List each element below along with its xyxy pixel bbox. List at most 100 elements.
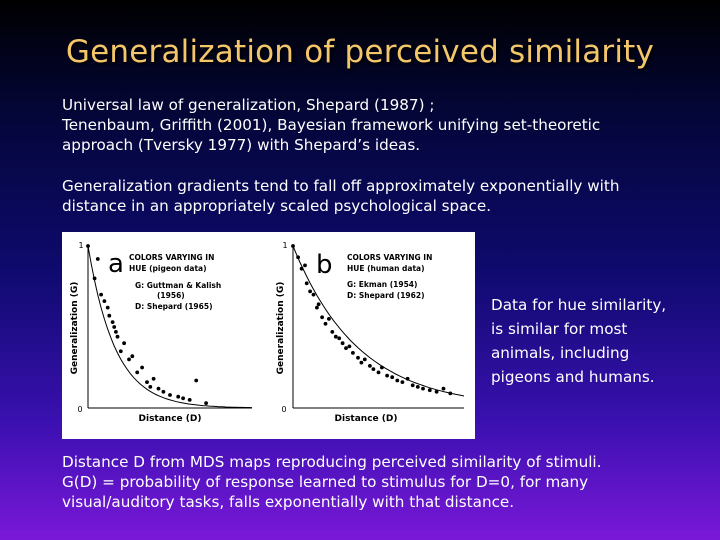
panel-b-data-point [340,341,345,346]
panel-a-data-point [122,341,126,346]
side-note: Data for hue similarity, is similar for … [491,293,701,389]
panel-a: 1 0 Generalization (G) Distance (D) a CO… [70,241,253,424]
panel-a-data-point [102,299,107,303]
panel-b-data-point [320,315,324,320]
panel-a-legend-d: D: Shepard (1965) [135,302,213,311]
panel-b-data-point [337,336,342,341]
intro-paragraph: Universal law of generalization, Shepard… [62,95,702,155]
panel-b-data-point [330,330,335,334]
panel-b-data-point [304,281,309,286]
slide-title: Generalization of perceived similarity [65,34,655,70]
panel-b-points [291,244,453,396]
panel-a-y-top: 1 [78,241,83,250]
panel-a-data-point [130,354,135,359]
distance-line-2: G(D) = probability of response learned t… [62,473,589,491]
panel-b-data-point [400,380,405,384]
panel-b-data-point [395,378,400,383]
panel-b-heading-2: HUE (human data) [347,264,425,273]
panel-a-data-point [118,349,123,354]
panel-a-data-point [110,320,115,324]
panel-b-data-point [299,266,304,271]
side-line-4: pigeons and humans. [491,368,655,386]
panel-a-heading-2: HUE (pigeon data) [129,264,207,273]
panel-b-data-point [376,370,381,375]
panel-a-xlabel: Distance (D) [139,414,202,424]
figure-svg: 1 0 Generalization (G) Distance (D) a CO… [70,241,465,424]
intro-line-3: approach (Tversky 1977) with Shepard’s i… [62,136,421,154]
panel-b: 1 0 Generalization (G) Distance (D) b CO… [276,241,465,424]
panel-b-data-point [448,391,453,396]
panel-a-data-point [114,330,118,334]
panel-b-heading-1: COLORS VARYING IN [347,253,432,262]
panel-b-data-point [296,255,300,260]
panel-b-data-point [356,355,360,360]
panel-b-data-point [347,344,352,349]
panel-a-data-point [148,385,153,389]
intro-line-2: Tenenbaum, Griffith (2001), Bayesian fra… [62,116,601,134]
distance-line-1: Distance D from MDS maps reproducing per… [62,453,602,471]
panel-a-data-point [168,393,172,397]
panel-a-data-point [105,305,110,310]
panel-a-data-point [95,257,100,261]
panel-b-data-point [344,346,348,350]
distance-line-3: visual/auditory tasks, falls exponential… [62,493,515,511]
panel-a-data-point [135,370,140,375]
panel-b-legend-g: G: Ekman (1954) [347,280,417,289]
panel-b-data-point [316,302,321,307]
panel-b-data-point [434,389,439,394]
panel-a-data-point [92,276,97,281]
panel-b-data-point [415,385,420,389]
side-line-2: is similar for most [491,320,628,338]
panel-a-data-point [156,386,161,391]
panel-b-ylabel: Generalization (G) [276,282,286,375]
gradient-line-1: Generalization gradients tend to fall of… [62,177,620,195]
panel-b-y-top: 1 [282,241,287,250]
panel-b-data-point [441,386,446,391]
panel-b-data-point [327,317,331,321]
side-line-3: animals, including [491,344,630,362]
panel-a-data-point [204,401,209,405]
panel-a-legend-g-year: (1956) [157,291,185,300]
panel-a-data-point [176,394,181,399]
panel-b-data-point [421,386,425,391]
panel-b-data-point [351,351,355,355]
panel-a-ylabel: Generalization (G) [70,282,80,375]
panel-a-data-point [112,325,117,329]
generalization-figure: 1 0 Generalization (G) Distance (D) a CO… [62,232,475,439]
panel-b-xlabel: Distance (D) [335,414,398,424]
panel-b-data-point [362,357,367,362]
gradient-paragraph: Generalization gradients tend to fall of… [62,176,702,216]
panel-b-data-point [311,292,316,297]
distance-paragraph: Distance D from MDS maps reproducing per… [62,452,702,512]
panel-a-data-point [99,292,103,297]
panel-a-data-point [127,357,131,362]
panel-b-data-point [390,375,395,380]
panel-a-data-point [145,380,149,384]
panel-a-legend-g: G: Guttman & Kalish [135,281,221,290]
panel-b-data-point [303,263,307,268]
panel-a-data-point [140,365,144,370]
panel-a-points [86,244,209,405]
panel-b-letter: b [316,250,333,280]
panel-a-data-point [181,396,185,401]
gradient-line-2: distance in an appropriately scaled psyc… [62,197,492,215]
panel-b-data-point [385,373,389,378]
panel-a-data-point [151,376,156,381]
panel-b-data-point [371,367,376,371]
panel-b-y-bottom: 0 [281,405,286,414]
panel-a-letter: a [108,249,124,279]
panel-a-data-point [161,389,166,394]
panel-a-data-point [107,313,112,318]
side-line-1: Data for hue similarity, [491,296,667,314]
panel-b-data-point [291,244,295,248]
panel-b-legend-d: D: Shepard (1962) [347,291,425,300]
panel-b-data-point [368,364,372,368]
panel-b-data-point [405,376,410,381]
intro-line-1: Universal law of generalization, Shepard… [62,96,435,114]
panel-a-fit-curve [87,245,253,409]
panel-a-heading-1: COLORS VARYING IN [129,253,214,262]
panel-b-data-point [410,383,415,388]
panel-b-data-point [427,388,432,393]
panel-b-data-point [323,321,328,326]
panel-b-data-point [380,365,384,370]
